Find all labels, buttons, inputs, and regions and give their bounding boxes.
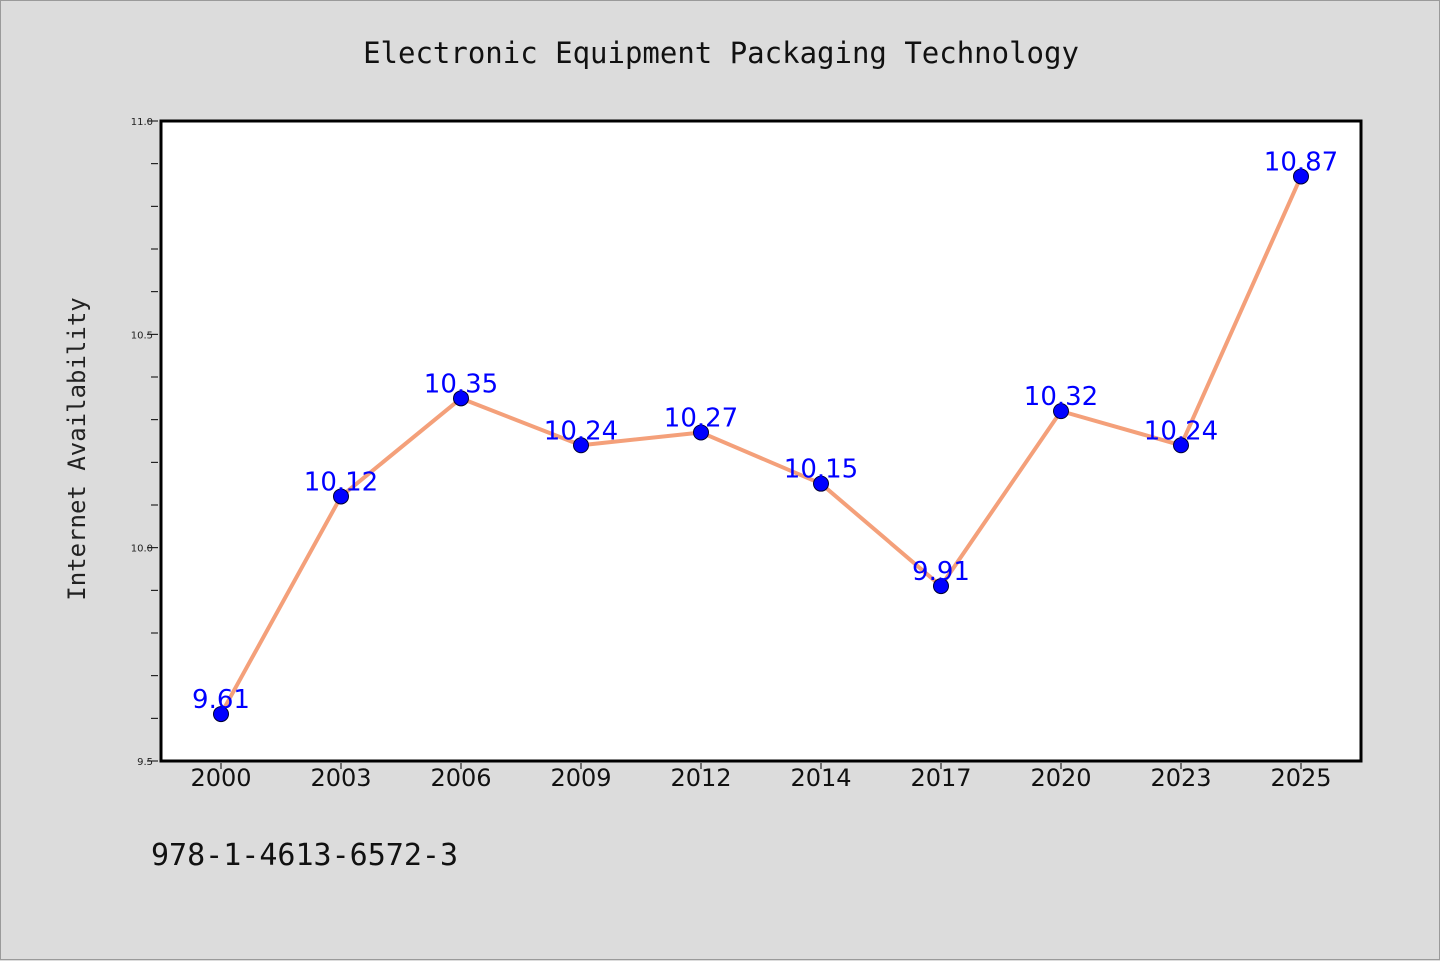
x-axis: 2000 2003 2006 2009 2012 2014 2017 2020 2023 2025 xyxy=(190,763,1332,792)
x-tick-label: 2017 xyxy=(910,764,971,792)
x-tick-label: 2006 xyxy=(430,764,491,792)
data-point xyxy=(813,475,829,492)
data-point xyxy=(213,706,229,723)
x-tick-label: 2003 xyxy=(310,764,371,792)
y-tick-label: 10.0 xyxy=(131,544,153,555)
data-point xyxy=(573,437,589,454)
data-point xyxy=(453,390,469,407)
y-axis-label: Internet Availability xyxy=(63,297,91,600)
data-point xyxy=(1053,403,1069,420)
data-label: 10.87 xyxy=(1264,147,1338,177)
series-line xyxy=(219,174,1303,717)
y-tick-label: 10.5 xyxy=(131,330,153,341)
x-tick-label: 2012 xyxy=(670,764,731,792)
x-tick-label: 2020 xyxy=(1030,764,1091,792)
data-label: 10.24 xyxy=(1144,416,1218,446)
y-tick-label: 11.0 xyxy=(131,117,153,128)
data-point xyxy=(693,424,709,441)
x-tick-label: 2009 xyxy=(550,764,611,792)
y-tick-label: 9.5 xyxy=(137,757,153,768)
x-tick-label: 2000 xyxy=(190,764,251,792)
data-label: 10.32 xyxy=(1024,382,1098,412)
y-axis: 9.5 10.0 10.5 11.0 xyxy=(131,117,158,768)
series-layer xyxy=(213,168,1309,723)
isbn-text: 978-1-4613-6572-3 xyxy=(151,838,458,873)
data-label: 10.27 xyxy=(664,403,738,433)
x-tick-label: 2014 xyxy=(790,764,851,792)
data-label: 10.35 xyxy=(424,369,498,399)
x-tick-label: 2025 xyxy=(1270,764,1331,792)
data-point xyxy=(1173,437,1189,454)
data-label: 9.91 xyxy=(912,557,970,587)
data-label: 9.61 xyxy=(192,685,250,715)
data-point xyxy=(1293,168,1309,185)
data-label: 10.24 xyxy=(544,416,618,446)
x-tick-label: 2023 xyxy=(1150,764,1211,792)
data-labels: 9.61 10.12 10.35 10.24 10.27 10.15 9.91 10.32 10… xyxy=(192,147,1338,715)
data-label: 10.15 xyxy=(784,455,858,485)
data-label: 10.12 xyxy=(304,467,378,497)
data-point xyxy=(333,488,349,505)
chart-title: Electronic Equipment Packaging Technolog… xyxy=(363,36,1079,70)
data-point xyxy=(933,578,949,595)
